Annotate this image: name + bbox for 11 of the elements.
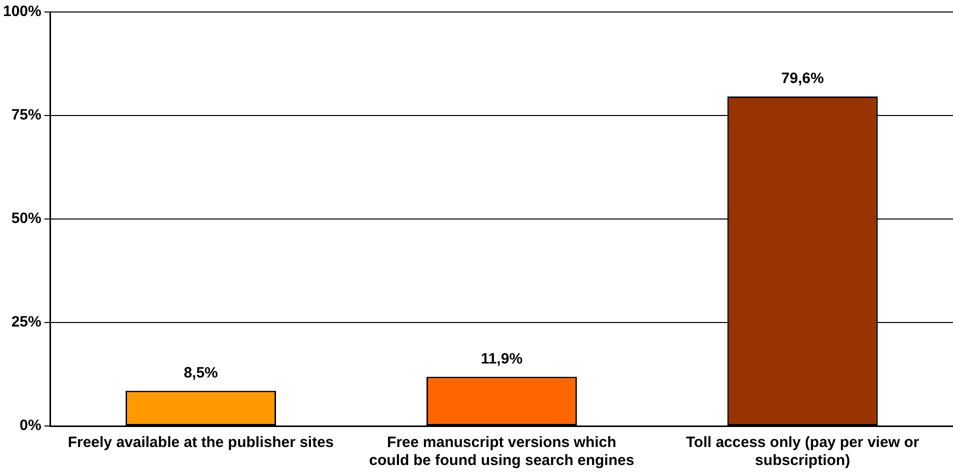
x-tick-label: Free manuscript versions which could be found using search engines bbox=[369, 434, 634, 470]
y-tick-label: 100% bbox=[2, 3, 42, 20]
x-tick-label: Toll access only (pay per view or subscription) bbox=[686, 434, 920, 470]
y-tick-label: 25% bbox=[11, 314, 42, 331]
y-tick-label: 0% bbox=[20, 417, 42, 434]
x-tick-label: Freely available at the publisher sites bbox=[68, 434, 334, 452]
data-label: 8,5% bbox=[184, 364, 218, 382]
data-label: 79,6% bbox=[781, 70, 824, 88]
y-tick-label: 50% bbox=[11, 210, 42, 228]
data-label: 11,9% bbox=[480, 350, 523, 368]
y-tick-label: 75% bbox=[11, 106, 42, 124]
